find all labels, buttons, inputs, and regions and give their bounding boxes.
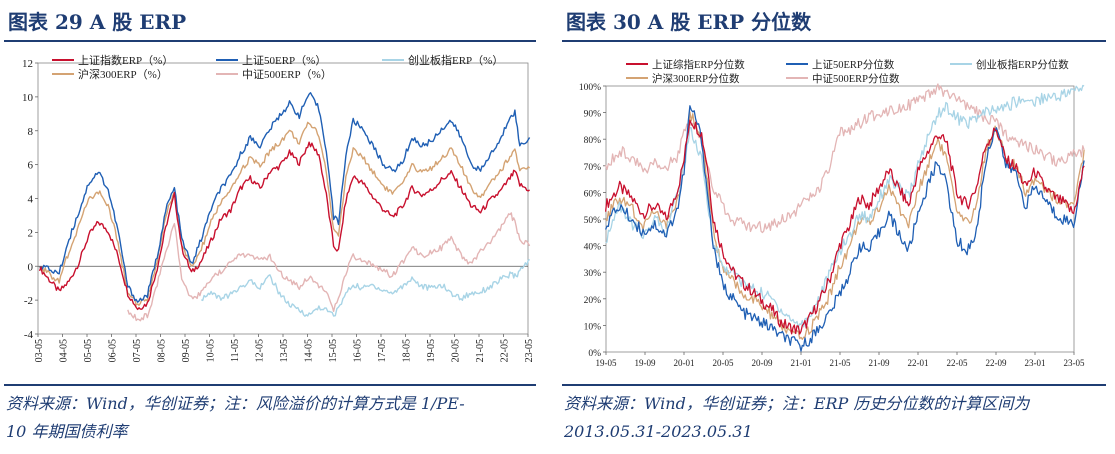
series-line-erp-3 — [38, 121, 531, 306]
y-tick-label: 2 — [28, 227, 34, 239]
y-tick-label: -2 — [24, 295, 33, 307]
x-tick-label: 19-05 — [426, 339, 437, 362]
legend-label: 上证指数ERP（%） — [78, 53, 173, 67]
y-tick-label: 90% — [584, 110, 602, 120]
x-tick-label: 22-01 — [908, 358, 929, 368]
figure-30-source-note: 资料来源：Wind，华创证券；注：ERP 历史分位数的计算区间为 2013.05… — [564, 390, 1104, 446]
legend-label: 上证综指ERP分位数 — [652, 58, 745, 71]
x-tick-label: 13-05 — [279, 339, 290, 362]
x-tick-label: 23-05 — [524, 339, 535, 362]
y-tick-label: -4 — [24, 329, 34, 341]
figure-29-panel: 图表 29 A 股 ERP -4 -2 0 2 4 6 8 10 12 03-05 04-05 05-… — [0, 0, 540, 454]
x-tick-label: 20-05 — [713, 358, 734, 368]
y-tick-label: 6 — [28, 160, 34, 172]
y-tick-label: 30% — [584, 269, 602, 279]
x-tick-label: 22-09 — [986, 358, 1007, 368]
y-tick-label: 12 — [22, 58, 33, 70]
x-tick-label: 08-05 — [157, 339, 168, 362]
x-tick-label: 09-05 — [181, 339, 192, 362]
x-tick-label: 21-05 — [475, 339, 486, 362]
title-rule — [4, 40, 536, 42]
x-tick-label: 21-01 — [791, 358, 812, 368]
x-tick-label: 19-09 — [635, 358, 656, 368]
y-tick-label: 70% — [584, 163, 602, 173]
source-rule — [562, 384, 1106, 386]
legend-label: 创业板指ERP（%） — [408, 53, 503, 67]
erp-percentile-line-chart: 0% 10% 20% 30% 40% 50% 60% 70% 80% 90% 100% 19-05 19… — [579, 58, 1085, 368]
series-line-pct-4 — [604, 83, 1085, 234]
y-tick-label: 0 — [28, 261, 34, 273]
series-line-erp-0 — [38, 141, 530, 311]
y-tick-label: 4 — [28, 194, 34, 206]
y-tick-label: 80% — [584, 136, 602, 146]
erp-line-chart: -4 -2 0 2 4 6 8 10 12 03-05 04-05 05-05 06-05 07-05 08… — [22, 53, 535, 362]
x-tick-label: 21-09 — [869, 358, 890, 368]
x-tick-label: 16-05 — [353, 339, 364, 362]
x-tick-label: 19-05 — [596, 358, 617, 368]
legend-label: 上证50ERP（%） — [242, 54, 326, 67]
y-tick-label: 20% — [584, 296, 602, 306]
legend-label: 中证500ERP分位数 — [812, 72, 900, 85]
x-tick-label: 21-05 — [830, 358, 851, 368]
legend-label: 沪深300ERP分位数 — [652, 72, 740, 85]
y-tick-label: 10% — [584, 322, 602, 332]
x-tick-label: 12-05 — [255, 339, 266, 362]
series-line-pct-3 — [605, 111, 1085, 340]
series-line-pct-1 — [605, 105, 1085, 352]
x-tick-label: 18-05 — [402, 339, 413, 362]
source-note-line-2: 2013.05.31-2023.05.31 — [564, 422, 753, 441]
legend-label: 沪深300ERP（%） — [78, 67, 168, 81]
x-tick-label: 17-05 — [377, 339, 388, 362]
y-tick-label: 10 — [22, 92, 34, 104]
legend-label: 上证50ERP分位数 — [812, 58, 895, 71]
figure-29-source-note: 资料来源：Wind，华创证券；注：风险溢价的计算方式是 1/PE- 10 年期国… — [6, 390, 534, 446]
plot-area — [37, 62, 529, 335]
source-rule — [4, 384, 536, 386]
x-tick-label: 11-05 — [230, 339, 241, 362]
x-tick-label: 03-05 — [34, 339, 45, 362]
figure-30-title: 图表 30 A 股 ERP 分位数 — [566, 10, 812, 34]
series-line-pct-0 — [604, 119, 1085, 335]
title-rule — [562, 40, 1106, 42]
x-tick-label: 23-01 — [1025, 358, 1046, 368]
legend-label: 创业板指ERP分位数 — [976, 58, 1069, 71]
x-tick-label: 23-05 — [1064, 358, 1085, 368]
legend-label: 中证500ERP（%） — [242, 68, 332, 81]
x-tick-label: 20-01 — [674, 358, 695, 368]
source-note-line-1: 资料来源：Wind，华创证券；注：ERP 历史分位数的计算区间为 — [564, 394, 1030, 413]
source-note-line-2: 10 年期国债利率 — [6, 422, 128, 441]
x-tick-label: 10-05 — [206, 339, 217, 362]
figure-30-panel: 图表 30 A 股 ERP 分位数 0% 10% 20% 30% 40% 50% 60% 70… — [558, 0, 1110, 454]
x-tick-label: 06-05 — [108, 339, 119, 362]
plot-area — [605, 85, 1075, 353]
source-note-line-1: 资料来源：Wind，华创证券；注：风险溢价的计算方式是 1/PE- — [6, 394, 465, 413]
x-tick-label: 14-05 — [304, 339, 315, 362]
x-tick-label: 22-05 — [947, 358, 968, 368]
x-tick-label: 15-05 — [328, 339, 339, 362]
y-tick-label: 60% — [584, 189, 602, 199]
y-tick-label: 40% — [584, 243, 602, 253]
y-tick-label: 8 — [28, 126, 34, 138]
series-line-pct-2 — [605, 84, 1085, 328]
x-tick-label: 05-05 — [83, 339, 94, 362]
x-tick-label: 07-05 — [132, 339, 143, 362]
y-tick-label: 50% — [584, 216, 602, 226]
x-tick-label: 20-05 — [451, 339, 462, 362]
y-tick-label: 0% — [588, 349, 601, 359]
x-tick-label: 04-05 — [59, 339, 70, 362]
figure-29-title: 图表 29 A 股 ERP — [8, 10, 187, 34]
series-line-erp-2 — [200, 258, 530, 317]
series-line-erp-4 — [127, 212, 531, 322]
series-line-erp-1 — [39, 92, 531, 303]
x-tick-label: 20-09 — [752, 358, 773, 368]
x-tick-label: 22-05 — [500, 339, 511, 362]
y-tick-label: 100% — [579, 83, 601, 93]
